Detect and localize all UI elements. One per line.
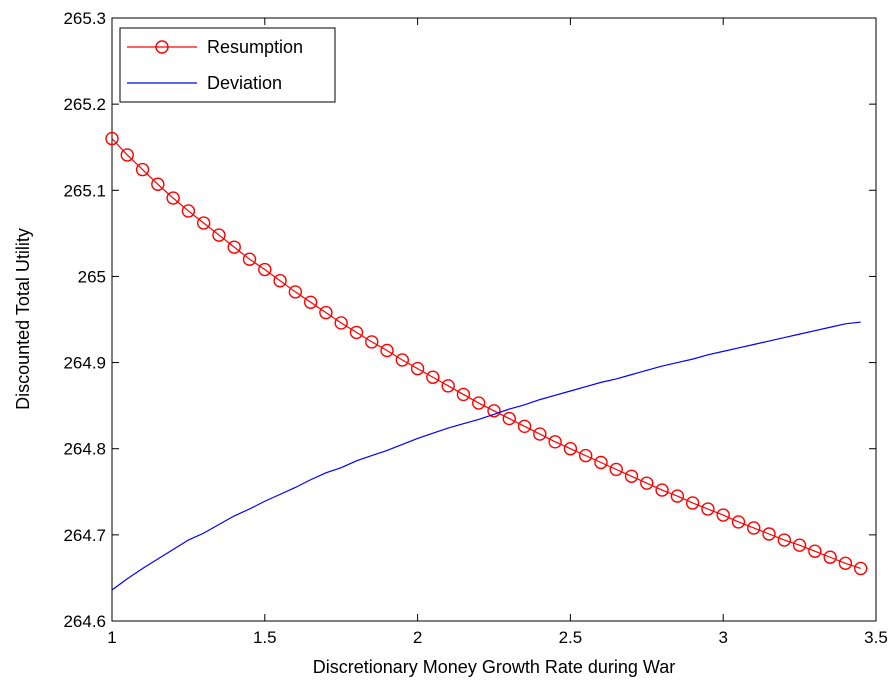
y-tick-label: 265.1 (63, 181, 106, 200)
data-point-resumption (472, 396, 486, 410)
data-point-resumption (380, 343, 394, 358)
data-point-resumption (624, 469, 639, 483)
data-point-resumption (640, 476, 654, 490)
data-point-resumption (578, 448, 593, 463)
y-tick-label: 264.9 (63, 354, 106, 373)
data-point-resumption (609, 462, 623, 477)
data-point-resumption (166, 191, 180, 205)
y-axis-title: Discounted Total Utility (13, 228, 33, 410)
data-point-resumption (334, 316, 348, 330)
data-point-resumption (487, 404, 501, 418)
legend-box (119, 27, 336, 103)
data-point-resumption (212, 228, 226, 242)
data-point-resumption (502, 411, 516, 426)
x-tick-label: 3.5 (864, 628, 888, 647)
data-point-resumption (747, 521, 761, 535)
y-tick-label: 265.2 (63, 95, 106, 114)
data-point-resumption (273, 274, 287, 288)
data-point-resumption (410, 361, 425, 376)
data-point-resumption (731, 515, 746, 529)
y-tick-label: 264.7 (63, 526, 106, 545)
data-point-resumption (716, 508, 730, 522)
data-point-resumption (517, 419, 532, 434)
y-tick-label: 264.6 (63, 612, 106, 631)
data-point-resumption (777, 533, 792, 547)
data-point-resumption (854, 561, 868, 576)
legend-label-deviation: Deviation (207, 73, 282, 93)
data-point-resumption (242, 252, 257, 266)
series-layer (105, 131, 868, 591)
legend-label-resumption: Resumption (207, 37, 303, 57)
data-point-resumption (823, 550, 837, 564)
data-point-resumption (685, 496, 700, 510)
data-point-resumption (120, 148, 134, 162)
data-point-resumption (319, 305, 333, 320)
data-point-resumption (594, 455, 608, 470)
data-point-resumption (151, 177, 165, 191)
series-line-resumption (111, 138, 861, 570)
x-tick-label: 2.5 (559, 628, 583, 647)
x-tick-label: 1 (107, 628, 116, 647)
data-point-resumption (533, 427, 547, 441)
data-point-resumption (456, 387, 471, 402)
data-point-resumption (670, 489, 685, 503)
x-axis-title: Discretionary Money Growth Rate during W… (313, 657, 675, 677)
x-tick-label: 1.5 (253, 628, 277, 647)
data-point-resumption (303, 295, 318, 309)
x-tick-label: 2 (413, 628, 422, 647)
data-point-resumption (808, 544, 822, 558)
data-point-resumption (426, 370, 440, 384)
axis-ticks: 1 1.5 2 2.5 3 3.5 264.6 264.7 264.8 264.9 265 265.1… (63, 9, 887, 647)
data-point-resumption (227, 240, 241, 254)
data-point-resumption (548, 435, 562, 449)
data-point-resumption (762, 527, 776, 541)
data-point-resumption (563, 442, 578, 456)
data-point-resumption (135, 162, 150, 177)
data-point-resumption (196, 216, 211, 230)
data-point-resumption (365, 335, 379, 349)
legend: Resumption Deviation (119, 27, 336, 103)
data-point-resumption (258, 262, 272, 277)
data-point-resumption (181, 204, 196, 218)
y-tick-label: 264.8 (63, 440, 106, 459)
plot-area (111, 17, 877, 622)
data-point-resumption (349, 325, 364, 340)
data-point-resumption (395, 353, 410, 367)
y-tick-label: 265 (78, 267, 106, 286)
data-point-resumption (792, 538, 807, 552)
data-point-resumption (288, 285, 303, 299)
y-tick-label: 265.3 (63, 9, 106, 28)
data-point-resumption (655, 483, 669, 497)
series-line-deviation (111, 321, 861, 591)
data-point-resumption (441, 379, 455, 393)
data-point-resumption (838, 556, 853, 570)
legend-marker-resumption (155, 40, 169, 54)
data-point-resumption (701, 502, 715, 516)
data-point-resumption (105, 131, 119, 146)
x-tick-label: 3 (718, 628, 727, 647)
